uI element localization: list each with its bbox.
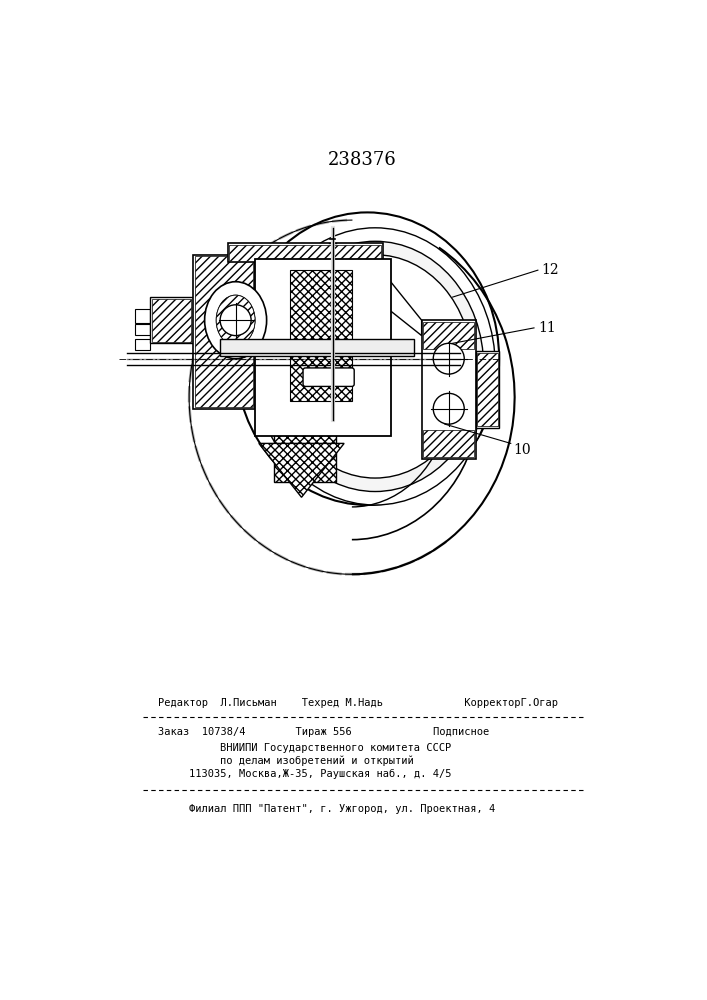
Bar (255, 259, 391, 436)
Ellipse shape (279, 255, 472, 478)
Bar (230, 245, 381, 261)
Bar (151, 297, 193, 343)
Text: 238376: 238376 (328, 151, 397, 169)
Text: Филиал ППП "Патент", г. Ужгород, ул. Проектная, 4: Филиал ППП "Патент", г. Ужгород, ул. Про… (189, 804, 496, 814)
Text: Фиг. 7: Фиг. 7 (313, 408, 368, 425)
Bar (135, 339, 151, 350)
Text: Заказ  10738/4        Тираж 556             Подписное: Заказ 10738/4 Тираж 556 Подписное (158, 727, 489, 737)
Bar (135, 309, 151, 323)
Ellipse shape (204, 282, 267, 359)
Bar (135, 324, 151, 335)
Text: 113035, Москва,Ж-35, Раушская наб., д. 4/5: 113035, Москва,Ж-35, Раушская наб., д. 4… (189, 769, 452, 779)
Bar (194, 256, 253, 407)
Text: по делам изобретений и открытий: по делам изобретений и открытий (220, 755, 414, 766)
Polygon shape (313, 262, 421, 336)
Ellipse shape (255, 228, 495, 505)
Circle shape (433, 343, 464, 374)
Bar (476, 351, 499, 428)
Text: Редактор  Л.Письман    Техред М.Надь             КорректорГ.Огар: Редактор Л.Письман Техред М.Надь Коррект… (158, 698, 558, 708)
Bar (152, 299, 192, 342)
Polygon shape (259, 443, 344, 497)
Bar (228, 243, 383, 262)
Circle shape (220, 305, 251, 336)
Bar (477, 353, 498, 426)
Bar (193, 255, 255, 409)
Bar (290, 270, 352, 401)
Ellipse shape (267, 241, 484, 492)
Text: 10: 10 (513, 443, 531, 457)
Bar (421, 320, 476, 459)
Bar (423, 322, 474, 349)
Ellipse shape (274, 251, 460, 466)
Bar (423, 430, 474, 457)
Text: 12: 12 (542, 263, 559, 277)
FancyBboxPatch shape (303, 368, 354, 386)
Ellipse shape (216, 295, 255, 345)
Text: 11: 11 (538, 321, 556, 335)
Ellipse shape (216, 295, 255, 345)
Circle shape (433, 393, 464, 424)
Bar (274, 420, 337, 482)
Text: ВНИИПИ Государственного комитета СССР: ВНИИПИ Государственного комитета СССР (220, 743, 451, 753)
Bar (220, 339, 414, 356)
Ellipse shape (235, 212, 499, 505)
